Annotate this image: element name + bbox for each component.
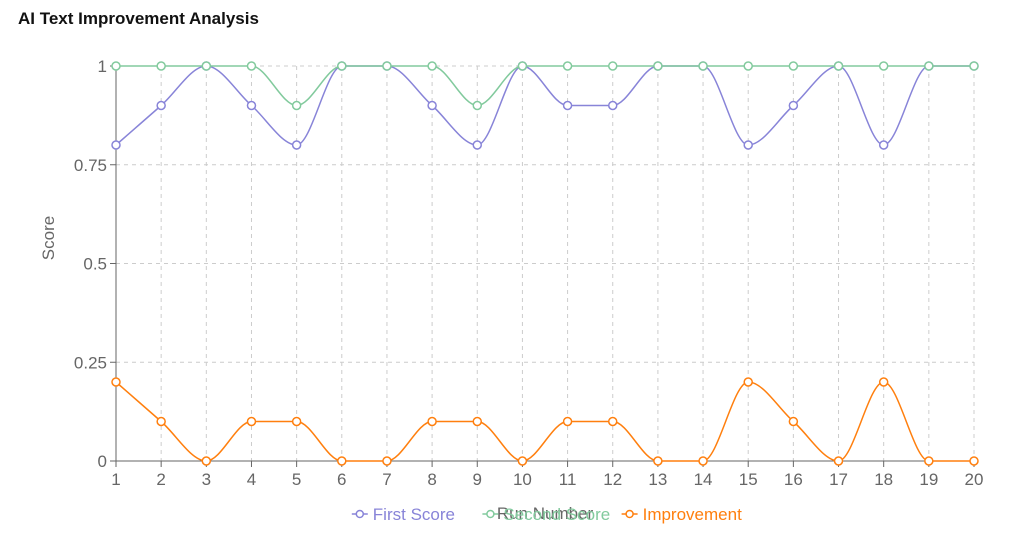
y-tick-label: 0 (98, 452, 107, 471)
data-point (743, 377, 753, 387)
series-line (115, 381, 974, 462)
legend-item-improvement[interactable]: Improvement (621, 505, 742, 524)
x-tick-label: 12 (603, 470, 622, 489)
data-point (246, 416, 257, 427)
legend[interactable]: First Score Second Score Improvement (351, 505, 742, 524)
x-tick-label: 2 (156, 470, 165, 489)
data-point (924, 61, 934, 71)
data-point (472, 140, 483, 150)
data-point (201, 456, 212, 466)
series-lines (111, 61, 979, 466)
data-point (833, 456, 844, 466)
y-axis-label: Score (39, 216, 58, 260)
data-point (562, 416, 573, 427)
legend-item-second-score[interactable]: Second Score (482, 505, 610, 524)
x-tick-label: 11 (559, 470, 577, 489)
data-point (562, 61, 573, 71)
series-first-score (111, 61, 979, 150)
data-point (291, 100, 302, 111)
data-point (878, 377, 889, 387)
data-point (111, 140, 121, 150)
data-point (427, 61, 437, 71)
data-point (246, 100, 257, 111)
data-point (111, 377, 121, 387)
legend-label: Improvement (643, 505, 742, 524)
data-point (291, 416, 302, 427)
x-axis-label: Run Number (497, 504, 594, 523)
data-point (517, 61, 528, 71)
series-improvement (111, 377, 979, 466)
data-point (427, 416, 437, 427)
data-point (653, 61, 663, 71)
x-tick-label: 4 (247, 470, 256, 489)
x-tick-label: 9 (473, 470, 482, 489)
data-point (969, 456, 979, 466)
data-point (156, 61, 166, 71)
legend-marker-icon (625, 509, 634, 519)
data-point (924, 456, 934, 466)
data-point (878, 61, 889, 71)
data-point (246, 61, 257, 71)
data-point (788, 61, 799, 71)
x-tick-label: 8 (427, 470, 436, 489)
x-tick-label: 5 (292, 470, 301, 489)
x-tick-label: 10 (513, 470, 532, 489)
x-tick-label: 18 (874, 470, 893, 489)
series-line (116, 65, 974, 107)
data-point (201, 61, 212, 71)
x-tick-label: 20 (965, 470, 984, 489)
data-point (472, 416, 483, 427)
data-point (337, 61, 347, 71)
data-point (743, 61, 753, 71)
x-tick-label: 16 (784, 470, 803, 489)
data-point (156, 100, 166, 111)
data-point (562, 100, 573, 111)
x-tick-label: 14 (694, 470, 713, 489)
data-point (969, 61, 979, 71)
data-point (111, 61, 121, 71)
data-point (607, 100, 618, 111)
legend-marker-icon (486, 509, 495, 519)
data-point (382, 456, 392, 466)
data-point (472, 100, 483, 111)
x-tick-label: 19 (919, 470, 938, 489)
data-point (382, 61, 392, 71)
x-tick-label: 6 (337, 470, 346, 489)
x-tick-label: 7 (382, 470, 391, 489)
data-point (607, 416, 618, 427)
data-point (833, 61, 844, 71)
series-line (115, 65, 974, 146)
legend-label: First Score (373, 505, 455, 524)
y-tick-label: 1 (98, 57, 107, 76)
x-tick-label: 1 (111, 470, 120, 489)
data-point (788, 416, 799, 427)
legend-label: Second Score (503, 505, 610, 524)
x-tick-label: 17 (829, 470, 848, 489)
data-point (427, 100, 437, 111)
x-tick-label: 3 (202, 470, 211, 489)
data-point (698, 456, 708, 466)
chart-title: AI Text Improvement Analysis (18, 9, 259, 28)
data-point (291, 140, 302, 150)
data-point (156, 416, 166, 427)
legend-marker-icon (355, 509, 365, 519)
x-tick-label: 15 (739, 470, 758, 489)
data-point (607, 61, 618, 71)
x-tick-label: 13 (648, 470, 667, 489)
data-point (517, 456, 528, 466)
series-second-score (111, 61, 979, 111)
data-point (788, 100, 799, 111)
y-tick-label: 0.25 (74, 353, 107, 372)
data-point (743, 140, 753, 150)
legend-item-first-score[interactable]: First Score (351, 505, 455, 524)
grid (115, 65, 975, 462)
data-point (698, 61, 708, 71)
data-point (653, 456, 663, 466)
y-tick-label: 0.75 (74, 156, 107, 175)
y-tick-label: 0.5 (83, 255, 107, 274)
data-point (878, 140, 889, 150)
data-point (337, 456, 347, 466)
